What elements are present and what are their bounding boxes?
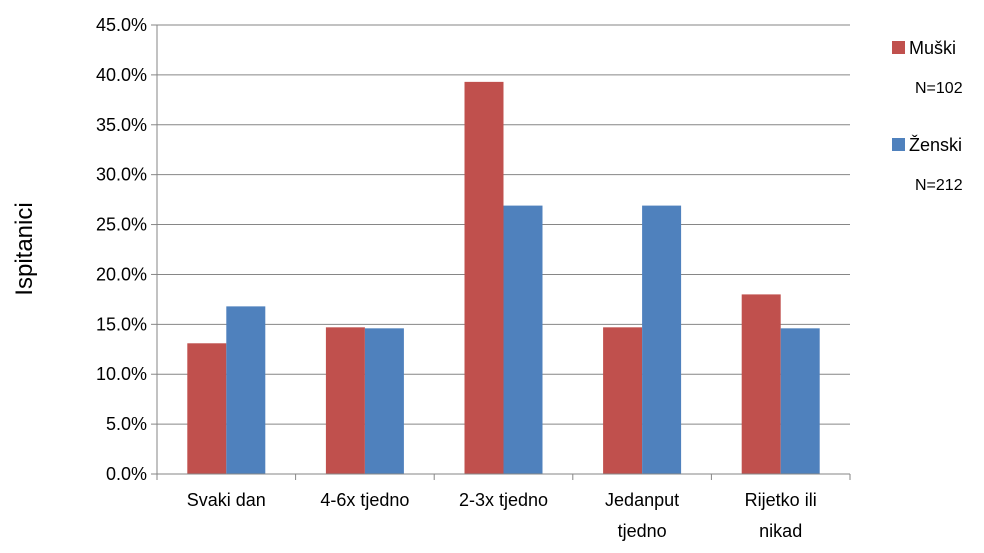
bar (741, 294, 781, 474)
y-tick-label: 45.0% (96, 15, 147, 35)
y-tick-label: 30.0% (96, 165, 147, 185)
y-tick-labels: 0.0% 5.0% 10.0% 15.0% 20.0% 25.0% 30.0% 35.0% 40… (96, 15, 147, 484)
legend-swatch (892, 41, 905, 54)
bar (642, 205, 682, 474)
x-tick-labels: Svaki dan 4-6x tjedno 2-3x tjedno Jedanput t… (187, 490, 817, 541)
legend-n-label: N=212 (915, 177, 963, 194)
y-tick-label: 20.0% (96, 264, 147, 284)
y-tick-label: 35.0% (96, 115, 147, 135)
legend-label: Ženski (909, 135, 962, 155)
bars (187, 81, 820, 474)
y-tick-label: 40.0% (96, 65, 147, 85)
bar (226, 306, 266, 474)
y-tick-label: 15.0% (96, 314, 147, 334)
legend-label: Muški (909, 38, 956, 58)
axes (156, 25, 851, 480)
y-tick-label: 5.0% (106, 414, 147, 434)
bar (464, 81, 504, 474)
x-tick-label: 2-3x tjedno (459, 490, 548, 510)
y-tick-label: 10.0% (96, 364, 147, 384)
bar (780, 328, 820, 474)
y-tick-label: 25.0% (96, 215, 147, 235)
x-tick-label: Svaki dan (187, 490, 266, 510)
bar (187, 343, 227, 474)
legend-swatch (892, 138, 905, 151)
bar (325, 327, 365, 474)
y-axis-label: Ispitanici (11, 202, 38, 295)
x-tick-label: Rijetko ili nikad (745, 490, 817, 541)
bar (603, 327, 643, 474)
x-tick-label: Jedanput tjedno (605, 490, 679, 541)
legend: Muški N=102 Ženski N=212 (892, 38, 963, 194)
legend-n-label: N=102 (915, 80, 963, 97)
bar (503, 205, 543, 474)
y-tick-label: 0.0% (106, 464, 147, 484)
bar (364, 328, 404, 474)
x-tick-label: 4-6x tjedno (320, 490, 409, 510)
